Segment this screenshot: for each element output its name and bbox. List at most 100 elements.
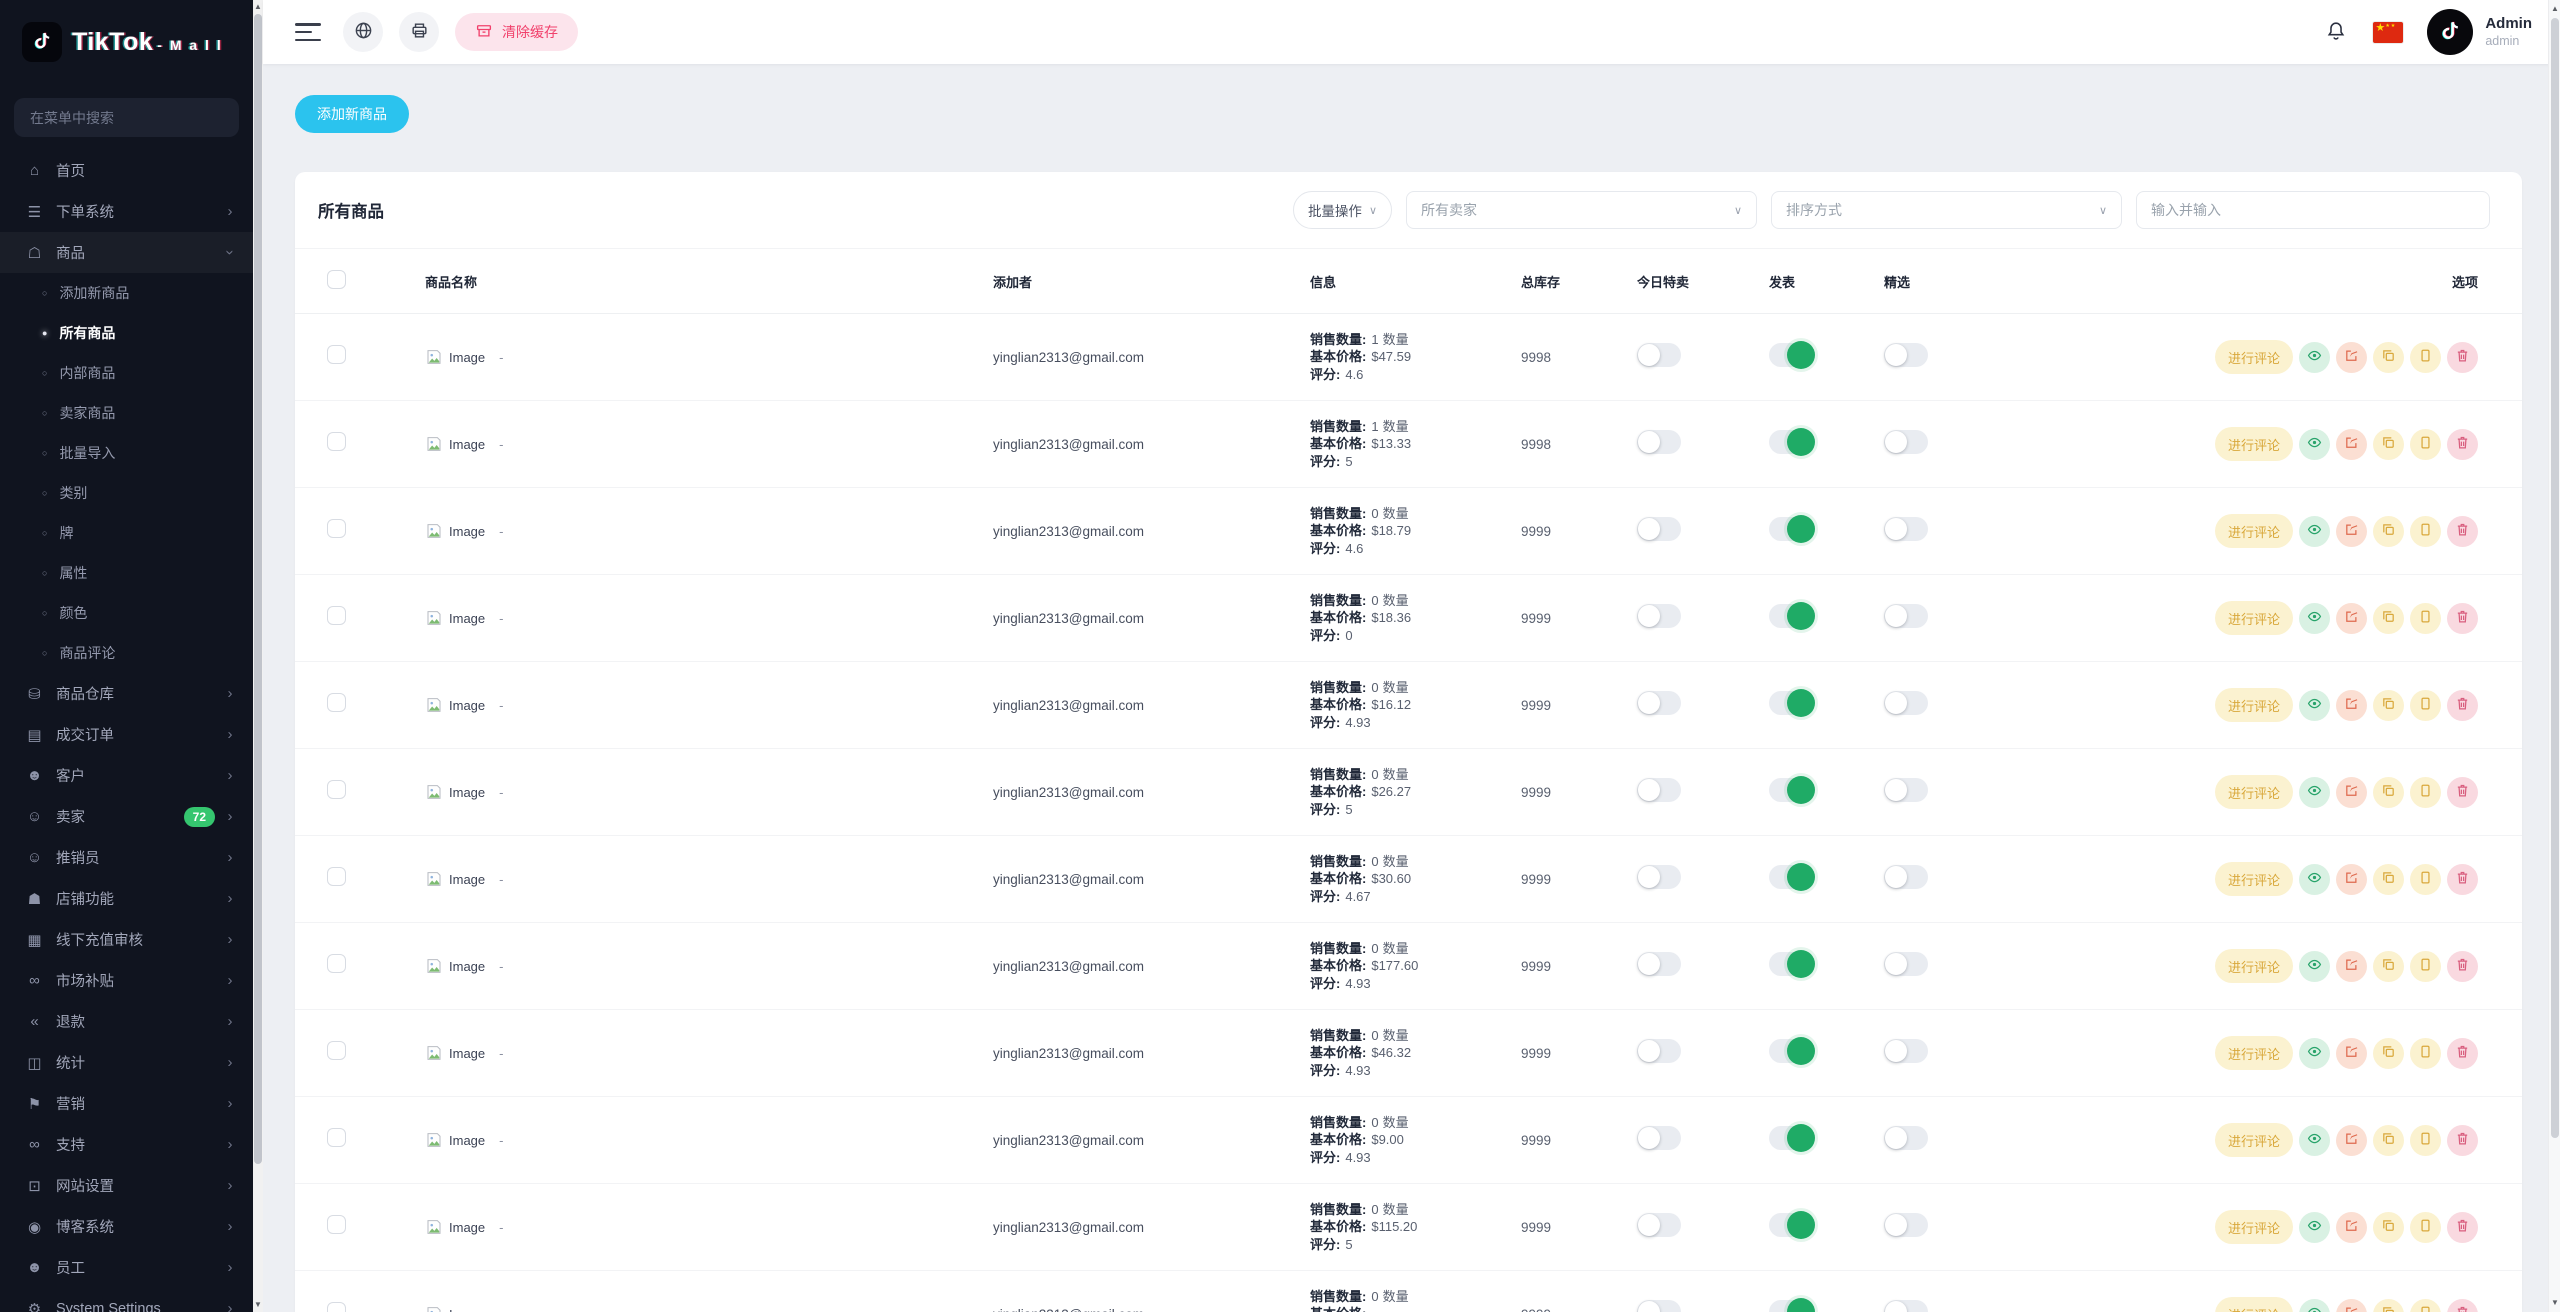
scroll-down-arrow[interactable]: ▼ [254, 1300, 262, 1309]
row-checkbox[interactable] [327, 606, 346, 625]
sidebar-item[interactable]: ⊡ 网站设置 › [0, 1165, 253, 1206]
publish-toggle[interactable] [1769, 1297, 1815, 1312]
language-globe-button[interactable] [343, 12, 383, 52]
row-checkbox[interactable] [327, 1128, 346, 1147]
sidebar-item[interactable]: 批量导入 [0, 433, 253, 473]
user-avatar[interactable] [2427, 9, 2474, 55]
mobile-view-button[interactable] [2410, 428, 2441, 460]
featured-toggle[interactable] [1884, 1125, 1928, 1150]
select-all-checkbox[interactable] [327, 270, 346, 289]
review-button[interactable]: 进行评论 [2214, 1297, 2293, 1312]
view-button[interactable] [2299, 1037, 2330, 1069]
mobile-view-button[interactable] [2410, 602, 2441, 634]
sidebar-item[interactable]: ☗ 店铺功能 › [0, 878, 253, 919]
featured-toggle[interactable] [1884, 690, 1928, 715]
sidebar-item[interactable]: 类别 [0, 473, 253, 513]
row-checkbox[interactable] [327, 1041, 346, 1060]
copy-button[interactable] [2373, 776, 2404, 808]
delete-button[interactable] [2447, 602, 2478, 634]
sidebar-item[interactable]: ∞ 支持 › [0, 1124, 253, 1165]
print-button[interactable] [399, 12, 439, 52]
review-button[interactable]: 进行评论 [2214, 1210, 2293, 1244]
sidebar-item[interactable]: 卖家商品 [0, 393, 253, 433]
review-button[interactable]: 进行评论 [2214, 340, 2293, 374]
flash-sale-toggle[interactable] [1637, 603, 1681, 628]
sidebar-item[interactable]: ⚙ System Settings › [0, 1288, 253, 1312]
delete-button[interactable] [2447, 515, 2478, 547]
table-search-input[interactable] [2136, 191, 2490, 229]
sidebar-item[interactable]: ⌂ 首页 [0, 150, 253, 191]
edit-button[interactable] [2336, 689, 2367, 721]
brand-logo[interactable]: TikTok - M a l l [0, 0, 253, 64]
delete-button[interactable] [2447, 1298, 2478, 1312]
publish-toggle[interactable] [1769, 949, 1815, 978]
publish-toggle[interactable] [1769, 427, 1815, 456]
bulk-action-button[interactable]: 批量操作 ∨ [1292, 191, 1392, 229]
row-checkbox[interactable] [327, 432, 346, 451]
edit-button[interactable] [2336, 1037, 2367, 1069]
publish-toggle[interactable] [1769, 862, 1815, 891]
sidebar-item[interactable]: 所有商品 [0, 313, 253, 353]
featured-toggle[interactable] [1884, 603, 1928, 628]
edit-button[interactable] [2336, 341, 2367, 373]
sidebar-item[interactable]: ∞ 市场补贴 › [0, 960, 253, 1001]
delete-button[interactable] [2447, 863, 2478, 895]
view-button[interactable] [2299, 515, 2330, 547]
sidebar-item[interactable]: 属性 [0, 553, 253, 593]
publish-toggle[interactable] [1769, 1210, 1815, 1239]
edit-button[interactable] [2336, 776, 2367, 808]
sidebar-item[interactable]: ☻ 客户 › [0, 755, 253, 796]
row-checkbox[interactable] [327, 519, 346, 538]
row-checkbox[interactable] [327, 693, 346, 712]
view-button[interactable] [2299, 689, 2330, 721]
review-button[interactable]: 进行评论 [2214, 427, 2293, 461]
view-button[interactable] [2299, 863, 2330, 895]
view-button[interactable] [2299, 1211, 2330, 1243]
scroll-down-arrow[interactable]: ▼ [2551, 1298, 2559, 1307]
featured-toggle[interactable] [1884, 429, 1928, 454]
copy-button[interactable] [2373, 689, 2404, 721]
featured-toggle[interactable] [1884, 342, 1928, 367]
sidebar-item[interactable]: 内部商品 [0, 353, 253, 393]
delete-button[interactable] [2447, 776, 2478, 808]
row-checkbox[interactable] [327, 954, 346, 973]
row-checkbox[interactable] [327, 1302, 346, 1312]
mobile-view-button[interactable] [2410, 689, 2441, 721]
delete-button[interactable] [2447, 1037, 2478, 1069]
view-button[interactable] [2299, 341, 2330, 373]
copy-button[interactable] [2373, 950, 2404, 982]
page-scrollbar[interactable]: ▲ ▼ [2548, 0, 2560, 1312]
review-button[interactable]: 进行评论 [2214, 1036, 2293, 1070]
featured-toggle[interactable] [1884, 1038, 1928, 1063]
copy-button[interactable] [2373, 428, 2404, 460]
view-button[interactable] [2299, 602, 2330, 634]
flash-sale-toggle[interactable] [1637, 516, 1681, 541]
sidebar-item[interactable]: 牌 [0, 513, 253, 553]
featured-toggle[interactable] [1884, 1299, 1928, 1312]
publish-toggle[interactable] [1769, 340, 1815, 369]
review-button[interactable]: 进行评论 [2214, 1123, 2293, 1157]
scroll-up-arrow[interactable]: ▲ [254, 2, 262, 11]
publish-toggle[interactable] [1769, 775, 1815, 804]
copy-button[interactable] [2373, 1211, 2404, 1243]
sidebar-item[interactable]: ⚑ 营销 › [0, 1083, 253, 1124]
mobile-view-button[interactable] [2410, 1211, 2441, 1243]
sidebar-search-input[interactable] [14, 98, 239, 137]
copy-button[interactable] [2373, 341, 2404, 373]
publish-toggle[interactable] [1769, 1123, 1815, 1152]
copy-button[interactable] [2373, 1124, 2404, 1156]
sidebar-item[interactable]: ☻ 员工 › [0, 1247, 253, 1288]
review-button[interactable]: 进行评论 [2214, 514, 2293, 548]
row-checkbox[interactable] [327, 345, 346, 364]
mobile-view-button[interactable] [2410, 341, 2441, 373]
view-button[interactable] [2299, 950, 2330, 982]
publish-toggle[interactable] [1769, 514, 1815, 543]
clear-cache-button[interactable]: 清除缓存 [455, 13, 578, 51]
delete-button[interactable] [2447, 1124, 2478, 1156]
sidebar-item[interactable]: 商品评论 [0, 633, 253, 673]
copy-button[interactable] [2373, 1298, 2404, 1312]
edit-button[interactable] [2336, 428, 2367, 460]
flash-sale-toggle[interactable] [1637, 1299, 1681, 1312]
copy-button[interactable] [2373, 1037, 2404, 1069]
user-info[interactable]: Admin admin [2485, 15, 2532, 49]
